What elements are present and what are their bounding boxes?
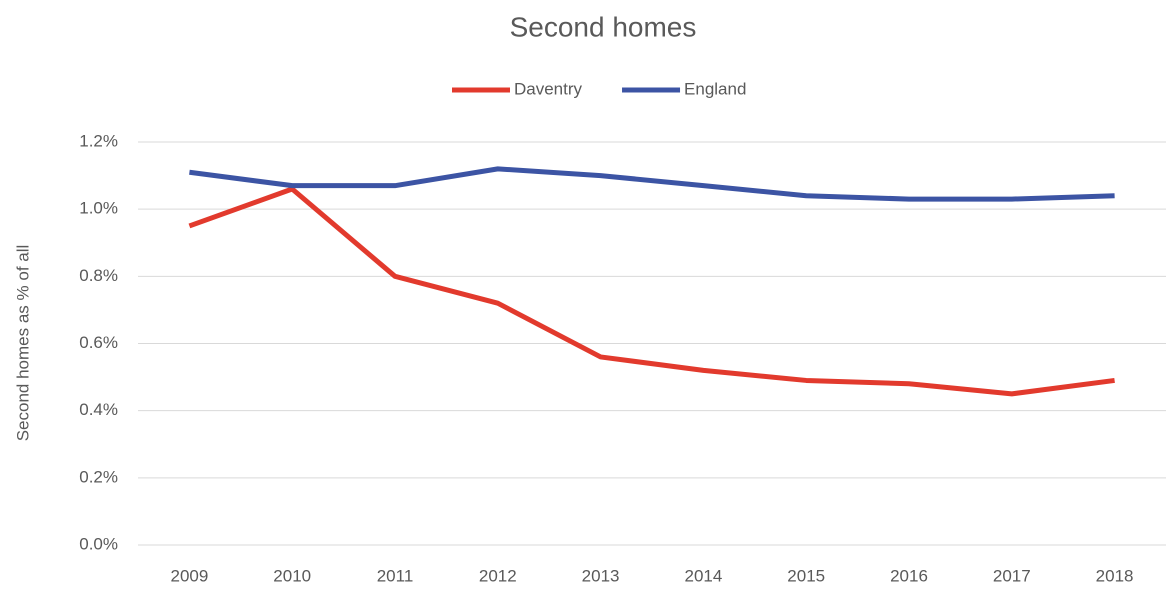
y-tick-label: 0.6% bbox=[79, 333, 118, 352]
x-tick-label: 2009 bbox=[170, 566, 208, 585]
y-tick-label: 1.2% bbox=[79, 131, 118, 150]
x-tick-label: 2010 bbox=[273, 566, 311, 585]
legend-label: England bbox=[684, 79, 746, 98]
x-tick-label: 2015 bbox=[787, 566, 825, 585]
y-tick-label: 0.0% bbox=[79, 534, 118, 553]
legend-label: Daventry bbox=[514, 79, 583, 98]
x-tick-label: 2011 bbox=[377, 566, 414, 585]
x-tick-label: 2017 bbox=[993, 566, 1031, 585]
x-tick-label: 2013 bbox=[582, 566, 620, 585]
y-tick-label: 0.2% bbox=[79, 467, 118, 486]
y-tick-label: 1.0% bbox=[79, 199, 118, 218]
y-tick-label: 0.8% bbox=[79, 266, 118, 285]
x-tick-label: 2016 bbox=[890, 566, 928, 585]
series-line bbox=[189, 166, 1115, 202]
y-axis-label: Second homes as % of all bbox=[13, 245, 32, 442]
x-tick-label: 2014 bbox=[684, 566, 722, 585]
x-tick-label: 2012 bbox=[479, 566, 517, 585]
x-tick-label: 2018 bbox=[1096, 566, 1134, 585]
chart-title: Second homes bbox=[510, 11, 697, 42]
y-tick-label: 0.4% bbox=[79, 400, 118, 419]
series-line bbox=[188, 186, 1115, 397]
